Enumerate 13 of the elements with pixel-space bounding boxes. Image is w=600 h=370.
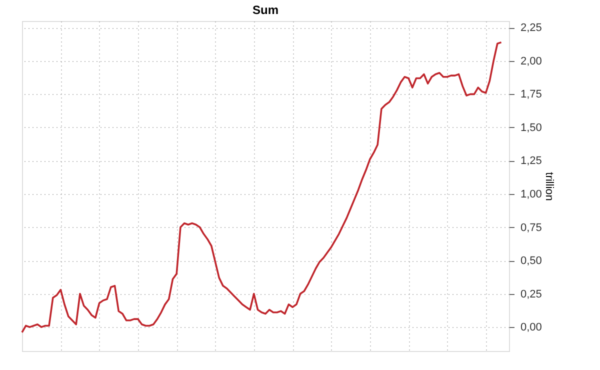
y-tick-label: 0,00 — [520, 322, 542, 334]
y-tick-label: 1,00 — [520, 188, 542, 200]
y-tick-label: 0,25 — [520, 288, 542, 300]
y-tick-label: 0,50 — [520, 255, 542, 268]
y-tick-label: 1,50 — [520, 122, 542, 134]
y-tick-label: 2,25 — [520, 22, 542, 34]
y-tick-label: 2,00 — [520, 55, 542, 68]
y-axis-title: trillion — [542, 172, 555, 201]
y-tick-label: 1,75 — [520, 88, 542, 101]
line-series — [21, 41, 502, 334]
y-tick-label: 0,75 — [520, 222, 542, 234]
y-tick-label: 1,25 — [520, 155, 542, 168]
chart-title: Sum — [252, 3, 279, 17]
